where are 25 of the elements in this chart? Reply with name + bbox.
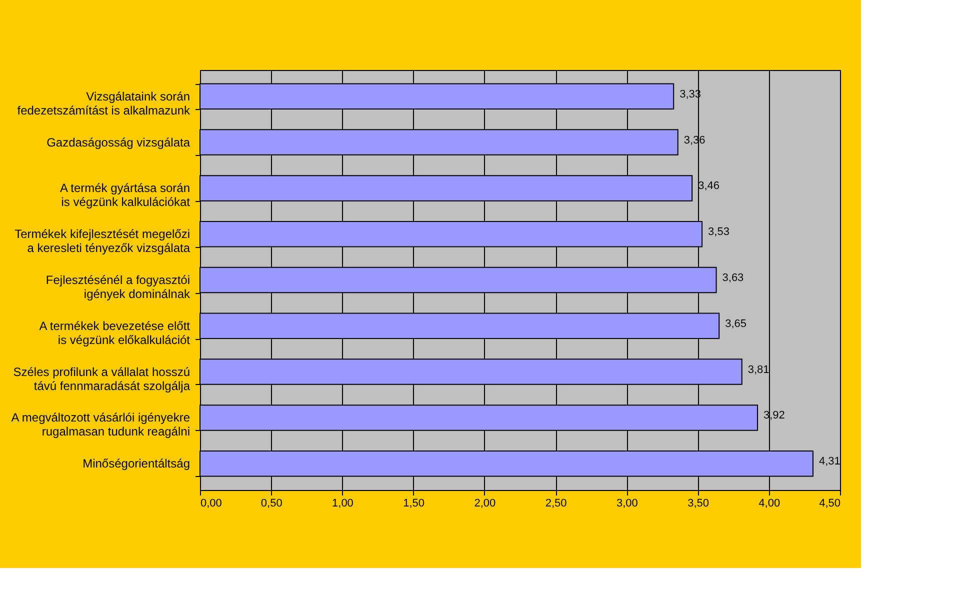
data-label: 3,63 bbox=[722, 272, 744, 284]
x-tick-label: 2,50 bbox=[545, 498, 567, 510]
y-tick-label: Gazdaságosság vizsgálata bbox=[46, 135, 190, 150]
x-tick-label: 1,00 bbox=[332, 498, 354, 510]
data-label: 3,65 bbox=[725, 318, 747, 330]
y-tick-label: Termékek kifejlesztését megelőzi a keresleti tényezők vizsgálata bbox=[14, 227, 190, 256]
y-tick-label: A megváltozott vásárlói igényekre rugalmasan tudunk reagálni bbox=[11, 410, 190, 439]
x-tick-label: 0,50 bbox=[260, 498, 282, 510]
y-tick-label: A termék gyártása során is végzünk kalkulációkat bbox=[60, 181, 191, 210]
data-label: 3,53 bbox=[708, 226, 730, 238]
y-tick-label: Széles profilunk a vállalat hosszú távú fennmaradását szolgálja bbox=[13, 364, 190, 393]
y-tick-label: Vizsgálataink során fedezetszámítást is alkalmazunk bbox=[17, 89, 191, 118]
y-tick-label: Minőségorientáltság bbox=[82, 456, 190, 471]
data-label: 3,81 bbox=[748, 364, 770, 376]
data-label: 3,46 bbox=[698, 180, 720, 192]
x-tick-label: 4,00 bbox=[758, 498, 780, 510]
data-label: 4,31 bbox=[818, 456, 840, 468]
x-tick-label: 4,50 bbox=[819, 498, 840, 510]
y-tick-label: Fejlesztésénél a fogyasztói igények dominálnak bbox=[46, 273, 191, 301]
x-tick-label: 0,00 bbox=[200, 498, 222, 510]
y-tick-label: A termékek bevezetése előtt is végzünk előkalkulációt bbox=[39, 318, 191, 347]
x-tick-label: 2,00 bbox=[474, 498, 496, 510]
x-tick-label: 3,00 bbox=[616, 498, 638, 510]
x-tick-label: 3,50 bbox=[688, 498, 709, 510]
x-tick-label: 1,50 bbox=[403, 498, 425, 510]
